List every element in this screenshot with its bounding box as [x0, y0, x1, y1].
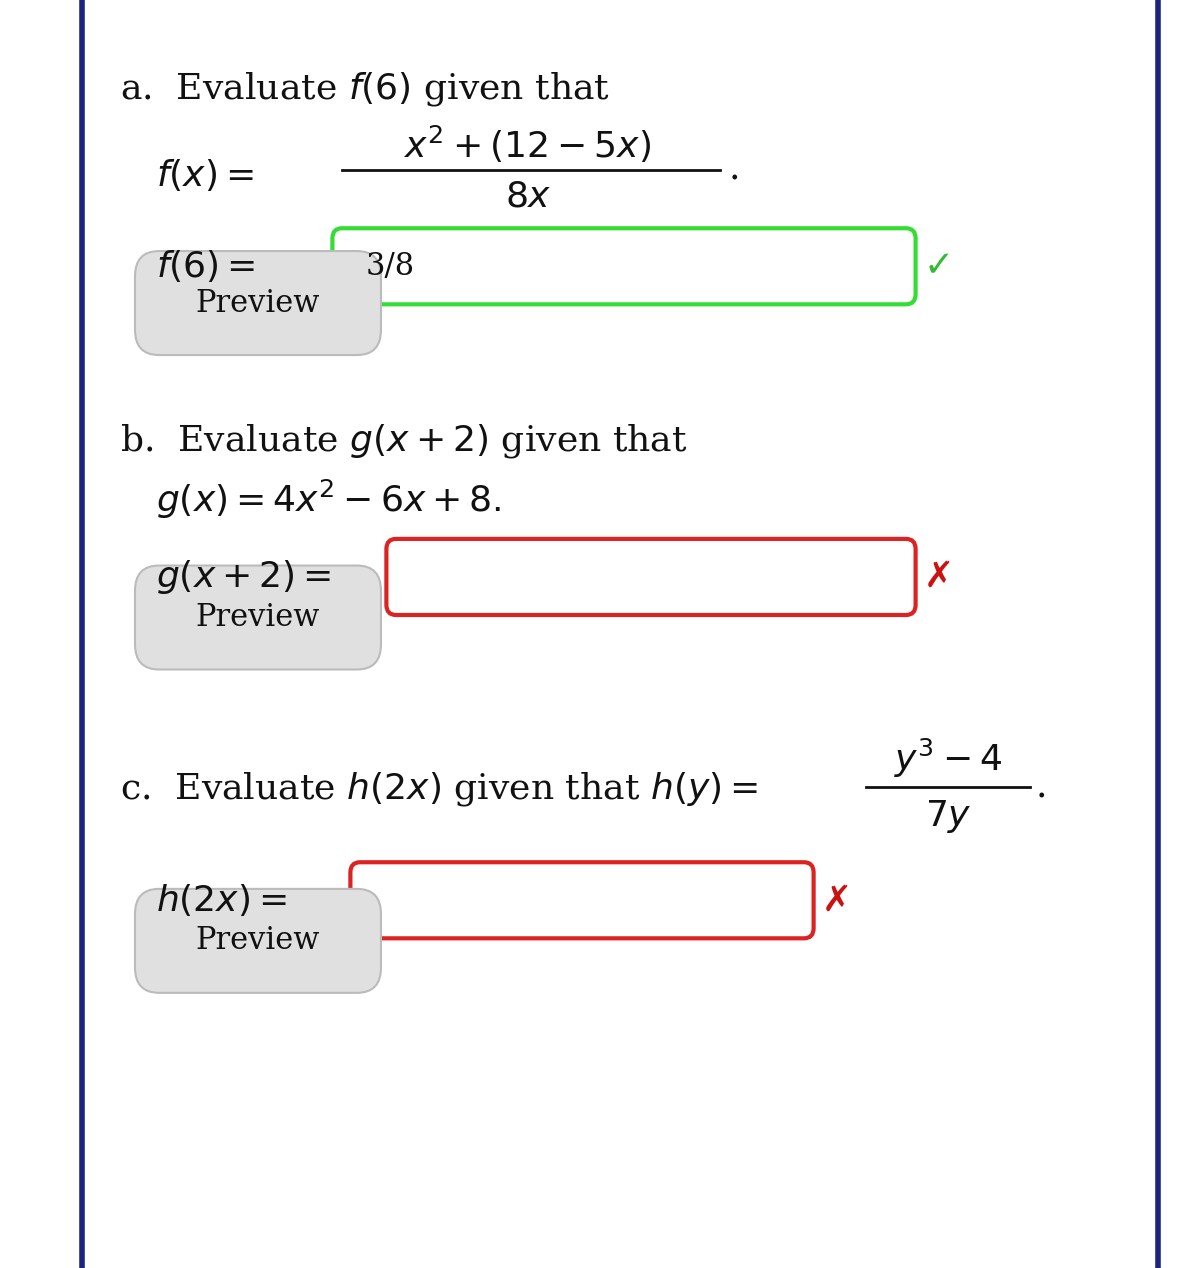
Text: ✓: ✓ — [924, 250, 954, 283]
Text: $8x$: $8x$ — [505, 180, 551, 213]
Text: Preview: Preview — [196, 602, 320, 633]
Text: $g(x + 2) =$: $g(x + 2) =$ — [156, 558, 331, 596]
FancyBboxPatch shape — [332, 228, 916, 304]
Text: $f(6) =$: $f(6) =$ — [156, 249, 256, 284]
Text: $x^2 + (12 - 5x)$: $x^2 + (12 - 5x)$ — [404, 124, 652, 165]
Text: $y^3 - 4$: $y^3 - 4$ — [894, 737, 1002, 780]
Text: .: . — [728, 153, 740, 186]
Text: $g(x) = 4x^2 - 6x + 8.$: $g(x) = 4x^2 - 6x + 8.$ — [156, 478, 502, 521]
Text: ✗: ✗ — [924, 560, 954, 593]
Text: c.  Evaluate $h(2x)$ given that $h(y) =$: c. Evaluate $h(2x)$ given that $h(y) =$ — [120, 770, 758, 808]
Text: $h(2x) =$: $h(2x) =$ — [156, 883, 287, 918]
FancyBboxPatch shape — [350, 862, 814, 938]
Text: .: . — [1036, 771, 1048, 804]
Text: Preview: Preview — [196, 288, 320, 318]
FancyBboxPatch shape — [134, 889, 382, 993]
Text: $7y$: $7y$ — [925, 798, 971, 836]
Text: b.  Evaluate $g(x + 2)$ given that: b. Evaluate $g(x + 2)$ given that — [120, 422, 688, 460]
FancyBboxPatch shape — [134, 566, 382, 670]
Text: 3/8: 3/8 — [366, 251, 415, 281]
FancyBboxPatch shape — [386, 539, 916, 615]
Text: ✗: ✗ — [822, 884, 852, 917]
Text: $f(x) =$: $f(x) =$ — [156, 157, 254, 193]
FancyBboxPatch shape — [134, 251, 382, 355]
Text: a.  Evaluate $f(6)$ given that: a. Evaluate $f(6)$ given that — [120, 70, 610, 108]
Text: Preview: Preview — [196, 926, 320, 956]
